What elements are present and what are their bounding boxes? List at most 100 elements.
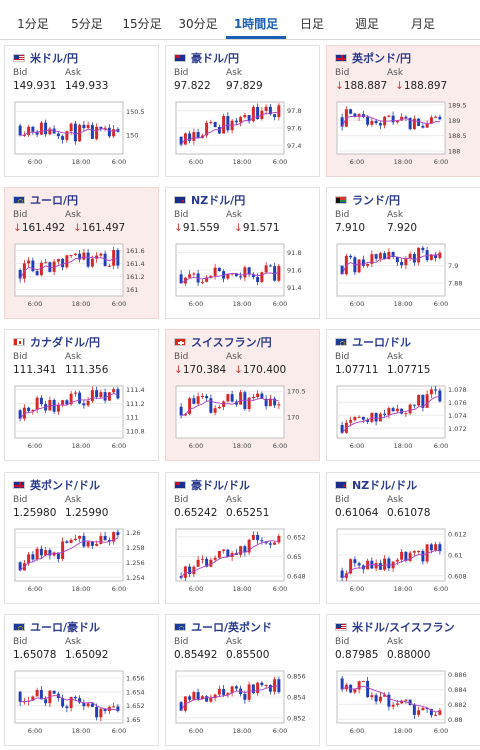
candle-up [387, 115, 391, 117]
candle-down [188, 696, 192, 700]
pair-name-link[interactable]: ユーロ/豪ドル [30, 621, 101, 634]
pair-name-link[interactable]: カナダドル/円 [30, 336, 101, 349]
candle-up [35, 548, 39, 560]
candle-down [366, 680, 370, 698]
candle-down [39, 548, 43, 556]
za-flag-icon [335, 196, 347, 204]
candlestick-chart: 0.612 0.61 0.608 6:00 18:00 6:00 [336, 528, 467, 593]
x-tick-label: 6:00 [28, 442, 43, 450]
bid-value: 1.25980 [13, 507, 56, 519]
ask-value: ↓161.497 [73, 222, 125, 234]
rate-card[interactable]: ユーロ/ドル Bid Ask 1.07711 1.07715 1.078 1.076 1.07… [326, 329, 480, 461]
tab-5分足[interactable]: 5分足 [71, 17, 103, 31]
bid-value: ↓161.492 [13, 222, 65, 234]
pair-name-link[interactable]: ユーロ/英ポンド [191, 621, 273, 634]
pair-name-link[interactable]: ランド/円 [352, 194, 401, 207]
x-tick-label: 6:00 [350, 727, 365, 735]
candle-down [188, 566, 192, 575]
rate-card[interactable]: 豪ドル/円 Bid Ask 97.822 97.829 97.8 97.6 97.4 6:00 1… [165, 45, 320, 177]
pair-name-link[interactable]: NZドル/円 [191, 194, 246, 207]
tab-月足[interactable]: 月足 [410, 17, 435, 31]
candle-down [400, 408, 404, 414]
x-tick-label: 18:00 [233, 300, 252, 308]
tab-日足[interactable]: 日足 [299, 17, 324, 31]
rate-card[interactable]: 英ポンド/円 Bid Ask ↓188.887 ↓188.897 189.5 189 188.… [326, 45, 480, 177]
x-tick-label: 18:00 [72, 300, 91, 308]
candle-up [209, 559, 213, 567]
tab-30分足[interactable]: 30分足 [178, 17, 218, 31]
candle-down [78, 253, 82, 260]
candle-up [112, 129, 116, 137]
y-tick-label: 0.608 [448, 572, 467, 580]
candle-up [400, 116, 404, 121]
candle-down [239, 276, 243, 278]
candle-down [260, 393, 264, 399]
candle-up [417, 394, 421, 406]
rate-card[interactable]: 英ポンド/ドル Bid Ask 1.25980 1.25990 1.26 1.258 1.25… [4, 472, 159, 604]
pair-name-link[interactable]: NZドル/ドル [352, 479, 418, 492]
tab-週足[interactable]: 週足 [354, 17, 379, 31]
candle-up [383, 694, 387, 697]
candle-down [429, 708, 433, 716]
candle-down [179, 576, 183, 578]
candle-up [213, 557, 217, 560]
candle-up [357, 681, 361, 690]
rate-card[interactable]: NZドル/ドル Bid Ask 0.61064 0.61078 0.612 0.61 0.60… [326, 472, 480, 604]
rate-card[interactable]: NZドル/円 Bid Ask ↓91.559 ↓91.571 91.8 91.6 91.4 6:… [165, 187, 320, 319]
candle-up [395, 120, 399, 123]
tab-1時間足[interactable]: 1時間足 [226, 9, 286, 39]
bid-value: 97.822 [174, 80, 211, 92]
candle-up [243, 115, 247, 118]
candle-down [65, 706, 69, 709]
ask-value: 0.88000 [387, 649, 430, 661]
x-tick-label: 6:00 [189, 300, 204, 308]
tab-1分足[interactable]: 1分足 [17, 17, 49, 31]
candle-up [417, 551, 421, 553]
candle-up [383, 558, 387, 570]
rate-card[interactable]: 豪ドル/ドル Bid Ask 0.65242 0.65251 0.652 0.65 0.648… [165, 472, 320, 604]
x-tick-label: 6:00 [112, 585, 127, 593]
bid-value: 1.07711 [335, 364, 378, 376]
candle-down [412, 704, 416, 715]
candle-down [116, 532, 120, 536]
pair-name-link[interactable]: 米ドル/スイスフラン [352, 621, 455, 634]
ask-price: 97.829 [226, 80, 263, 92]
y-tick-label: 111.2 [126, 400, 145, 408]
rate-card[interactable]: ランド/円 Bid Ask 7.910 7.920 7.9 7.88 6:00 18:00 6:0… [326, 187, 480, 319]
rate-card[interactable]: ユーロ/円 Bid Ask ↓161.492 ↓161.497 161.6 161.4 161… [4, 187, 159, 319]
candle-up [61, 541, 65, 559]
candle-down [438, 544, 442, 552]
pair-name-link[interactable]: ユーロ/ドル [352, 336, 412, 349]
ask-label: Ask [226, 352, 243, 362]
bid-price: 0.87985 [335, 649, 379, 661]
bid-value: ↓188.887 [335, 80, 387, 92]
x-tick-label: 6:00 [434, 158, 449, 166]
y-tick-label: 97.6 [287, 125, 301, 133]
rate-card[interactable]: 米ドル/円 Bid Ask 149.931 149.933 150.5 150 6:00 18:… [4, 45, 159, 177]
candle-up [73, 392, 77, 394]
y-tick-label: 1.256 [126, 559, 145, 567]
pair-name-link[interactable]: 英ポンド/円 [352, 52, 412, 65]
rate-card[interactable]: カナダドル/円 Bid Ask 111.341 111.356 111.4 111.2 111… [4, 329, 159, 461]
candle-up [103, 127, 107, 129]
rate-card[interactable]: ユーロ/英ポンド Bid Ask 0.85492 0.85500 0.856 0.854 0.… [165, 614, 320, 746]
rate-card[interactable]: スイスフラン/円 Bid Ask ↓170.384 ↓170.400 170.5 170 6:… [165, 329, 320, 461]
moving-average-line [341, 115, 440, 127]
pair-name-link[interactable]: 豪ドル/円 [191, 52, 240, 65]
pair-name-link[interactable]: 米ドル/円 [30, 52, 79, 65]
rate-card[interactable]: 米ドル/スイスフラン Bid Ask 0.87985 0.88000 0.886 0.884… [326, 614, 480, 746]
candle-down [383, 413, 387, 415]
tab-15分足[interactable]: 15分足 [122, 17, 162, 31]
pair-name-link[interactable]: 豪ドル/ドル [191, 479, 251, 492]
pair-name-link[interactable]: ユーロ/円 [30, 194, 79, 207]
ask-label: Ask [226, 495, 243, 505]
rate-card[interactable]: ユーロ/豪ドル Bid Ask 1.65078 1.65092 1.656 1.654 1.6… [4, 614, 159, 746]
candle-up [48, 128, 52, 135]
bid-price: 91.559 [182, 222, 220, 234]
candle-down [103, 253, 107, 267]
pair-name-link[interactable]: 英ポンド/ドル [30, 479, 101, 492]
ask-price: 0.88000 [387, 649, 431, 661]
candle-up [370, 695, 374, 698]
pair-name-link[interactable]: スイスフラン/円 [191, 336, 272, 349]
ask-label: Ask [65, 68, 82, 78]
